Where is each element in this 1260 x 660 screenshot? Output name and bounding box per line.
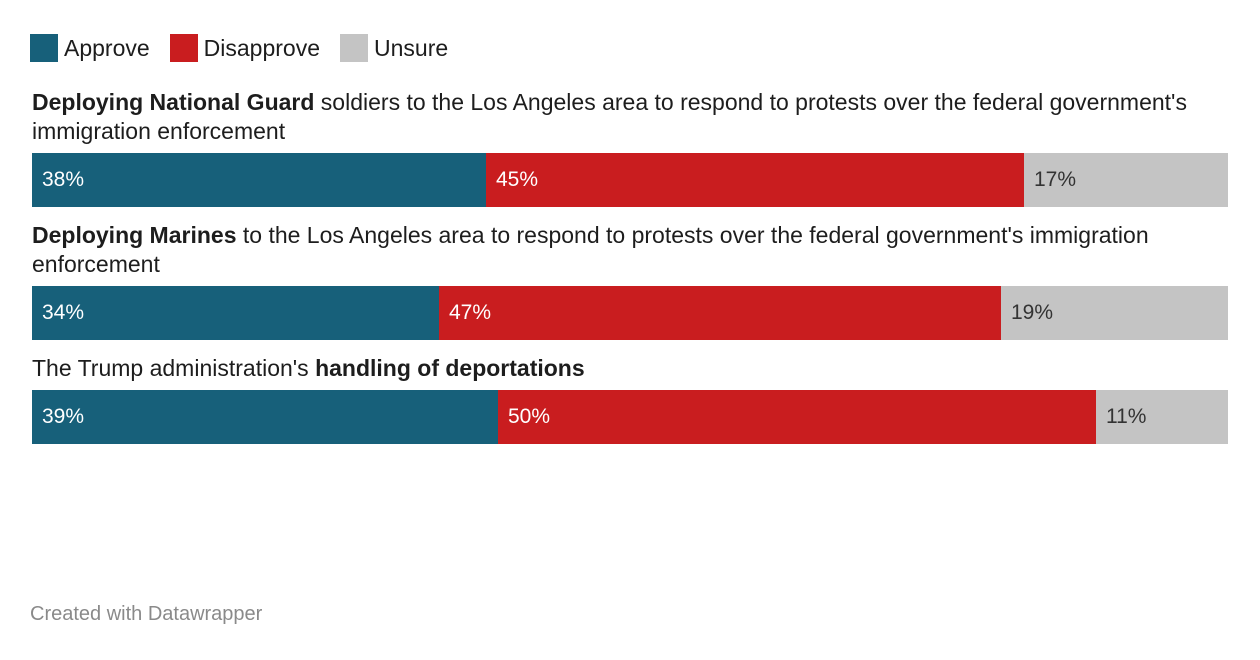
legend-item-approve: Approve	[30, 34, 150, 62]
bar-segment-disapprove: 47%	[439, 286, 1001, 340]
data-label: 11%	[1106, 405, 1147, 428]
legend-item-disapprove: Disapprove	[169, 34, 321, 62]
data-label: 39%	[42, 405, 85, 428]
bar-segment-unsure: 19%	[1001, 286, 1228, 340]
data-label: 17%	[1034, 168, 1077, 191]
bar-segment-approve: 34%	[32, 286, 439, 340]
legend-label: Disapprove	[203, 35, 321, 61]
data-label: 50%	[508, 405, 551, 428]
data-label: 19%	[1011, 301, 1054, 324]
bar-segment-unsure: 17%	[1024, 153, 1228, 207]
data-label: 38%	[42, 168, 85, 191]
legend-swatch-approve	[30, 34, 58, 62]
data-label: 34%	[42, 301, 85, 324]
bar-segment-disapprove: 50%	[498, 390, 1096, 444]
row-title: Deploying National Guard soldiers to the…	[32, 88, 1228, 146]
stacked-bar: 34% 47% 19%	[32, 286, 1228, 340]
row-title-text: The Trump administration's	[32, 355, 316, 381]
data-label: 45%	[496, 168, 539, 191]
bar-segment-approve: 38%	[32, 153, 486, 207]
legend-item-unsure: Unsure	[340, 34, 448, 62]
row-title: The Trump administration's handling of d…	[32, 354, 1228, 383]
legend-label: Unsure	[374, 35, 449, 61]
legend-swatch-disapprove	[169, 34, 198, 62]
chart-legend: Approve Disapprove Unsure	[30, 34, 468, 62]
data-label: 47%	[449, 301, 492, 324]
bar-segment-disapprove: 45%	[486, 153, 1024, 207]
bar-segment-unsure: 11%	[1096, 390, 1228, 444]
row-title-text: soldiers to the Los Angeles area to resp…	[32, 89, 1187, 144]
chart-rows: Deploying National Guard soldiers to the…	[32, 88, 1228, 458]
row-title-bold: handling of deportations	[315, 355, 585, 381]
row-title-bold: Deploying National Guard	[32, 89, 315, 115]
stacked-bar: 38% 45% 17%	[32, 153, 1228, 207]
legend-label: Approve	[64, 35, 150, 61]
stacked-bar: 39% 50% 11%	[32, 390, 1228, 444]
row-title-bold: Deploying Marines	[32, 222, 237, 248]
legend-swatch-unsure	[340, 34, 369, 62]
row-title: Deploying Marines to the Los Angeles are…	[32, 221, 1228, 279]
bar-segment-approve: 39%	[32, 390, 498, 444]
credit-footer: Created with Datawrapper	[30, 603, 263, 625]
row-title-text: to the Los Angeles area to respond to pr…	[32, 222, 1149, 277]
